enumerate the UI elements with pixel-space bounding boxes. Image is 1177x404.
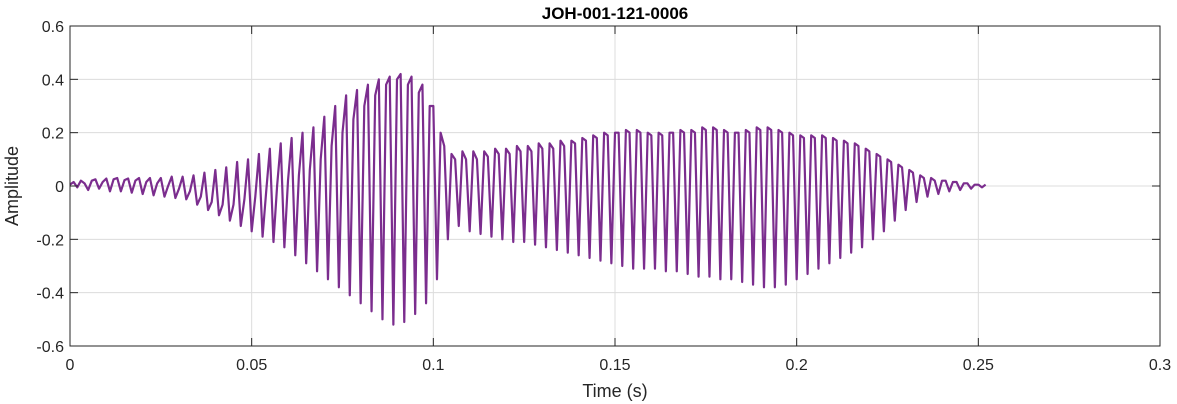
x-axis-label: Time (s) [582, 381, 647, 401]
y-tick-label: -0.4 [36, 286, 64, 303]
y-tick-label: 0.4 [42, 72, 64, 89]
y-axis-label: Amplitude [2, 146, 22, 226]
y-tick-labels: 0.6 0.4 0.2 0 -0.2 -0.4 -0.6 [36, 19, 64, 356]
chart-title: JOH-001-121-0006 [542, 4, 688, 23]
series-line [69, 72, 987, 326]
series-layer [69, 72, 987, 326]
y-tick-label: -0.6 [36, 339, 64, 356]
x-tick-label: 0.1 [422, 357, 444, 374]
ticks [69, 25, 1161, 347]
y-tick-label: 0.2 [42, 126, 64, 143]
x-tick-labels: 0 0.05 0.1 0.15 0.2 0.25 0.3 [66, 357, 1172, 374]
x-tick-label: 0.25 [963, 357, 994, 374]
x-tick-label: 0.15 [599, 357, 630, 374]
x-tick-label: 0 [66, 357, 75, 374]
x-tick-label: 0.2 [786, 357, 808, 374]
x-tick-label: 0.3 [1149, 357, 1171, 374]
x-tick-label: 0.05 [236, 357, 267, 374]
y-tick-label: 0.6 [42, 19, 64, 36]
y-tick-label: 0 [55, 179, 64, 196]
y-tick-label: -0.2 [36, 232, 64, 249]
